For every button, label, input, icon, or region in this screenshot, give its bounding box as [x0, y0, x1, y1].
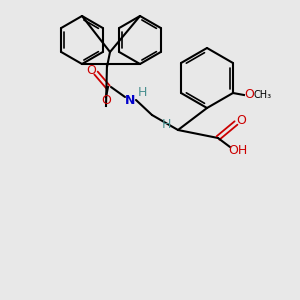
Text: H: H	[161, 118, 171, 131]
Text: O: O	[101, 94, 111, 107]
Text: N: N	[125, 94, 135, 106]
Text: O: O	[236, 115, 246, 128]
Text: O: O	[244, 88, 254, 101]
Text: OH: OH	[228, 143, 248, 157]
Text: O: O	[86, 64, 96, 77]
Text: H: H	[137, 85, 147, 98]
Text: CH₃: CH₃	[254, 90, 272, 100]
